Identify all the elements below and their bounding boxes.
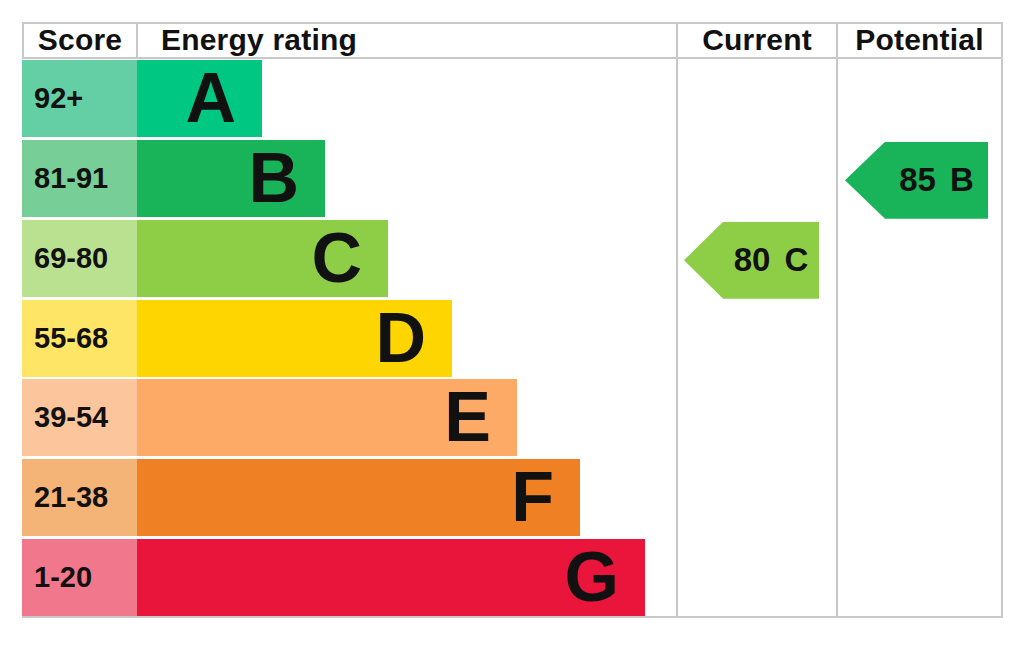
- band-letter-a: A: [185, 60, 236, 137]
- potential-rating-arrow: 85 B: [845, 142, 988, 219]
- band-letter-g: G: [565, 539, 619, 616]
- band-row-d: 55-68 D: [22, 300, 452, 377]
- current-rating-value: 80: [734, 241, 771, 279]
- grid-line-score-divider: [136, 22, 138, 59]
- band-letter-e: E: [444, 379, 491, 456]
- band-row-g: 1-20 G: [22, 539, 645, 616]
- score-range-d: 55-68: [22, 300, 137, 377]
- band-row-c: 69-80 C: [22, 220, 388, 297]
- grid-line-bottom: [22, 616, 1003, 618]
- column-header-potential: Potential: [838, 22, 1001, 58]
- grid-line-current-divider: [676, 22, 678, 618]
- band-letter-b: B: [248, 140, 299, 217]
- current-rating-arrow: 80 C: [684, 222, 819, 299]
- band-row-f: 21-38 F: [22, 459, 580, 536]
- band-letter-c: C: [311, 220, 362, 297]
- band-bar-c: C: [137, 220, 388, 297]
- column-header-score: Score: [24, 22, 136, 58]
- score-range-b: 81-91: [22, 140, 137, 217]
- score-range-g: 1-20: [22, 539, 137, 616]
- score-range-a: 92+: [22, 60, 137, 137]
- band-bar-e: E: [137, 379, 517, 456]
- band-bar-a: A: [137, 60, 262, 137]
- band-row-b: 81-91 B: [22, 140, 325, 217]
- potential-rating-band: B: [950, 161, 974, 199]
- current-rating-band: C: [784, 241, 808, 279]
- band-letter-f: F: [511, 459, 554, 536]
- band-bar-b: B: [137, 140, 325, 217]
- epc-rating-chart: Score Energy rating Current Potential 92…: [0, 0, 1024, 645]
- grid-line-potential-divider: [836, 22, 838, 618]
- band-row-a: 92+ A: [22, 60, 262, 137]
- grid-line-right: [1001, 22, 1003, 618]
- band-bar-f: F: [137, 459, 580, 536]
- column-header-energy-rating: Energy rating: [161, 22, 561, 58]
- score-range-e: 39-54: [22, 379, 137, 456]
- column-header-current: Current: [678, 22, 836, 58]
- band-bar-g: G: [137, 539, 645, 616]
- potential-rating-value: 85: [899, 161, 936, 199]
- score-range-c: 69-80: [22, 220, 137, 297]
- band-row-e: 39-54 E: [22, 379, 517, 456]
- band-letter-d: D: [375, 300, 426, 377]
- score-range-f: 21-38: [22, 459, 137, 536]
- band-bar-d: D: [137, 300, 452, 377]
